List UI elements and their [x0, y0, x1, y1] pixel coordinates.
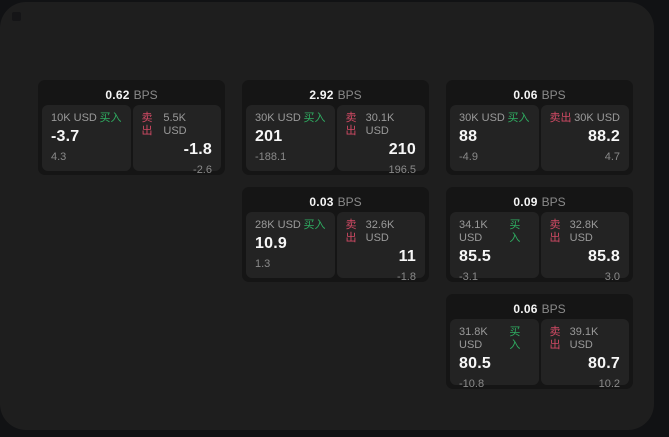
bps-unit-label: BPS — [541, 194, 566, 209]
buy-delta: -3.1 — [459, 271, 478, 283]
bps-value: 0.06 — [513, 87, 538, 102]
bps-value: 2.92 — [309, 87, 334, 102]
quote-card: 0.62 BPS 10K USD 买入 -3.7 4.3 卖出 5.5K USD… — [38, 80, 225, 176]
sell-price: -1.8 — [183, 141, 212, 158]
sell-label: 卖出 — [345, 219, 357, 244]
buy-amount: 10K USD — [51, 112, 97, 124]
buy-panel[interactable]: 28K USD 买入 10.9 1.3 — [246, 212, 335, 278]
sell-delta: 10.2 — [598, 378, 620, 390]
buy-label: 买入 — [303, 219, 326, 231]
sell-amount: 30.1K USD — [365, 112, 395, 137]
buy-price: -3.7 — [51, 128, 80, 145]
buy-panel[interactable]: 30K USD 买入 201 -188.1 — [246, 105, 335, 171]
buy-delta: 4.3 — [51, 151, 67, 163]
buy-amount: 30K USD — [459, 112, 505, 124]
bps-header: 0.06 BPS — [450, 84, 629, 105]
sell-panel[interactable]: 卖出 39.1K USD 80.7 10.2 — [540, 319, 629, 390]
sell-panel[interactable]: 卖出 32.8K USD 85.8 3.0 — [540, 212, 629, 283]
sell-delta: 4.7 — [604, 151, 620, 163]
bps-header: 0.03 BPS — [246, 191, 425, 212]
buy-panel[interactable]: 30K USD 买入 88 -4.9 — [450, 105, 539, 171]
sell-amount: 39.1K USD — [569, 326, 599, 351]
buy-label: 买入 — [99, 112, 122, 124]
sell-label: 卖出 — [549, 219, 561, 244]
sell-panel[interactable]: 卖出 30.1K USD 210 196.5 — [336, 105, 425, 176]
buy-price: 80.5 — [459, 355, 491, 372]
sell-delta: -1.8 — [397, 271, 416, 283]
buy-label: 买入 — [509, 219, 521, 244]
sell-delta: 3.0 — [604, 271, 620, 283]
bps-header: 0.62 BPS — [42, 84, 221, 105]
buy-label: 买入 — [303, 112, 326, 124]
sell-label: 卖出 — [345, 112, 357, 137]
buy-panel[interactable]: 31.8K USD 买入 80.5 -10.8 — [450, 319, 539, 390]
bps-header: 2.92 BPS — [246, 84, 425, 105]
sell-delta: -2.6 — [193, 164, 212, 176]
bps-value: 0.62 — [105, 87, 130, 102]
bps-value: 0.09 — [513, 194, 538, 209]
sell-panel[interactable]: 卖出 30K USD 88.2 4.7 — [540, 105, 629, 171]
buy-delta: -10.8 — [459, 378, 485, 390]
bps-value: 0.03 — [309, 194, 334, 209]
sell-amount: 32.6K USD — [365, 219, 395, 244]
quote-card: 0.09 BPS 34.1K USD 买入 85.5 -3.1 卖出 32.8K… — [446, 187, 633, 283]
sell-delta: 196.5 — [388, 164, 416, 176]
buy-label: 买入 — [507, 112, 530, 124]
buy-amount: 30K USD — [255, 112, 301, 124]
quote-card: 0.03 BPS 28K USD 买入 10.9 1.3 卖出 32.6K US… — [242, 187, 429, 283]
buy-price: 85.5 — [459, 248, 491, 265]
buy-price: 88 — [459, 128, 478, 145]
sell-amount: 32.8K USD — [569, 219, 599, 244]
bps-value: 0.06 — [513, 301, 538, 316]
sell-price: 210 — [388, 141, 416, 158]
bps-header: 0.09 BPS — [450, 191, 629, 212]
buy-delta: 1.3 — [255, 258, 271, 270]
sell-panel[interactable]: 卖出 32.6K USD 11 -1.8 — [336, 212, 425, 283]
sell-price: 80.7 — [588, 355, 620, 372]
bps-unit-label: BPS — [337, 87, 362, 102]
sell-amount: 30K USD — [574, 112, 620, 124]
quote-card: 2.92 BPS 30K USD 买入 201 -188.1 卖出 30.1K … — [242, 80, 429, 176]
sell-label: 卖出 — [549, 112, 572, 124]
buy-delta: -4.9 — [459, 151, 478, 163]
buy-delta: -188.1 — [255, 151, 287, 163]
corner-dot-icon — [12, 12, 21, 21]
sell-price: 88.2 — [588, 128, 620, 145]
sell-label: 卖出 — [549, 326, 561, 351]
bps-header: 0.06 BPS — [450, 298, 629, 319]
buy-amount: 34.1K USD — [459, 219, 488, 244]
buy-amount: 28K USD — [255, 219, 301, 231]
sell-price: 85.8 — [588, 248, 620, 265]
buy-panel[interactable]: 34.1K USD 买入 85.5 -3.1 — [450, 212, 539, 283]
buy-panel[interactable]: 10K USD 买入 -3.7 4.3 — [42, 105, 131, 171]
quote-card: 0.06 BPS 30K USD 买入 88 -4.9 卖出 30K USD 8… — [446, 80, 633, 175]
buy-price: 10.9 — [255, 235, 287, 252]
sell-label: 卖出 — [141, 112, 153, 137]
sell-price: 11 — [398, 248, 416, 265]
bps-unit-label: BPS — [541, 301, 566, 316]
bps-unit-label: BPS — [541, 87, 566, 102]
buy-label: 买入 — [509, 326, 521, 351]
sell-amount: 5.5K USD — [163, 112, 187, 137]
bps-unit-label: BPS — [133, 87, 158, 102]
bps-unit-label: BPS — [337, 194, 362, 209]
sell-panel[interactable]: 卖出 5.5K USD -1.8 -2.6 — [132, 105, 221, 176]
quote-card: 0.06 BPS 31.8K USD 买入 80.5 -10.8 卖出 39.1… — [446, 294, 633, 390]
buy-price: 201 — [255, 128, 283, 145]
buy-amount: 31.8K USD — [459, 326, 488, 351]
